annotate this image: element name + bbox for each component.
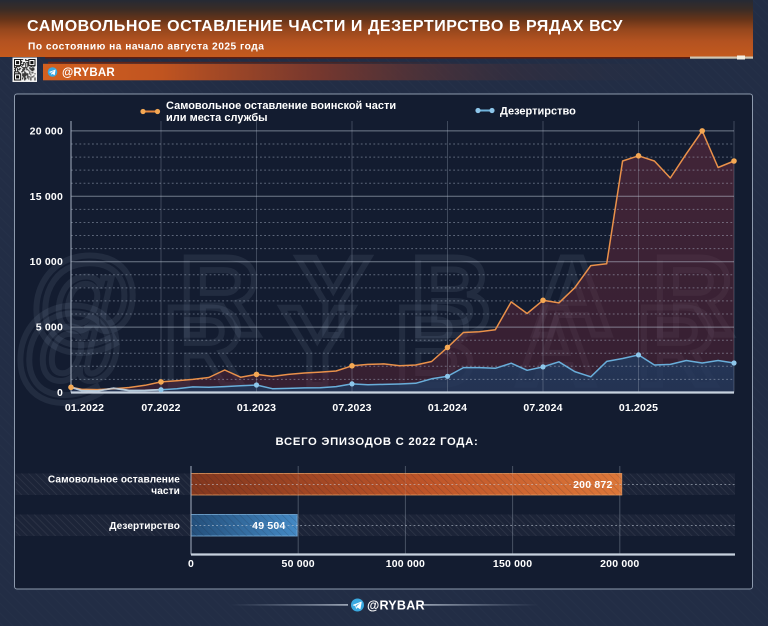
svg-text:01.2025: 01.2025	[619, 402, 658, 414]
svg-text:01.2022: 01.2022	[65, 402, 104, 414]
svg-text:15 000: 15 000	[30, 191, 63, 203]
svg-text:01.2024: 01.2024	[428, 402, 467, 414]
svg-text:07.2023: 07.2023	[332, 402, 371, 414]
svg-text:части: части	[151, 486, 180, 497]
svg-text:Дезертирство: Дезертирство	[500, 106, 576, 118]
svg-text:150 000: 150 000	[493, 558, 532, 570]
svg-text:0: 0	[188, 558, 194, 570]
svg-text:или места службы: или места службы	[166, 112, 268, 124]
svg-text:01.2023: 01.2023	[237, 402, 276, 414]
svg-text:49 504: 49 504	[252, 520, 285, 532]
svg-text:07.2024: 07.2024	[523, 402, 562, 414]
svg-text:5 000: 5 000	[36, 322, 63, 334]
svg-text:50 000: 50 000	[282, 558, 315, 570]
svg-text:200 000: 200 000	[600, 558, 639, 570]
svg-text:200 872: 200 872	[573, 479, 612, 491]
svg-text:@RYBAR: @RYBAR	[367, 598, 425, 612]
svg-text:ВСЕГО ЭПИЗОДОВ С 2022 ГОДА:: ВСЕГО ЭПИЗОДОВ С 2022 ГОДА:	[276, 436, 479, 448]
svg-text:Дезертирство: Дезертирство	[109, 521, 180, 532]
svg-text:САМОВОЛЬНОЕ ОСТАВЛЕНИЕ ЧАСТИ И: САМОВОЛЬНОЕ ОСТАВЛЕНИЕ ЧАСТИ И ДЕЗЕРТИРС…	[27, 18, 623, 35]
svg-text:20 000: 20 000	[30, 125, 63, 137]
svg-text:0: 0	[57, 387, 63, 399]
svg-text:@RYBAR: @RYBAR	[62, 67, 115, 79]
svg-text:Самовольное оставление: Самовольное оставление	[48, 475, 180, 486]
svg-text:По состоянию на начало августа: По состоянию на начало августа 2025 года	[28, 42, 264, 53]
svg-text:Самовольное оставление воинско: Самовольное оставление воинской части	[166, 100, 396, 112]
svg-text:100 000: 100 000	[386, 558, 425, 570]
svg-text:07.2022: 07.2022	[141, 402, 180, 414]
svg-text:10 000: 10 000	[30, 256, 63, 268]
